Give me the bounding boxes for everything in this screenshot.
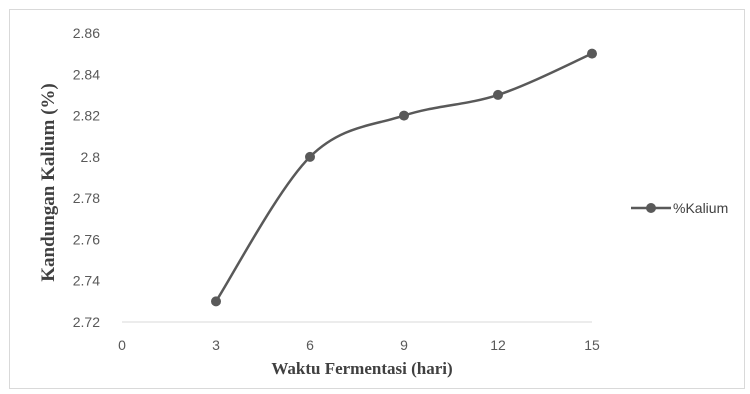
y-tick-label: 2.76: [73, 231, 100, 247]
x-tick-label: 0: [118, 337, 126, 353]
y-axis-tick-labels: 2.72 2.74 2.76 2.78 2.8 2.82 2.84 2.86: [73, 25, 100, 330]
y-axis-title: Kandungan Kalium (%): [38, 83, 59, 282]
y-tick-label: 2.86: [73, 25, 100, 41]
data-point: [399, 110, 409, 121]
y-tick-label: 2.72: [73, 314, 100, 330]
x-tick-label: 9: [400, 337, 408, 353]
series-layer: [211, 48, 597, 307]
data-point: [305, 151, 315, 162]
y-tick-label: 2.74: [73, 273, 100, 289]
x-tick-label: 12: [490, 337, 506, 353]
y-tick-label: 2.78: [73, 190, 100, 206]
data-point: [587, 48, 597, 59]
y-tick-label: 2.8: [81, 149, 101, 165]
y-tick-label: 2.82: [73, 108, 100, 124]
y-tick-label: 2.84: [73, 66, 100, 82]
x-axis-tick-labels: 0 3 6 9 12 15: [118, 337, 600, 353]
x-tick-label: 3: [212, 337, 220, 353]
data-point: [211, 296, 221, 307]
legend: %Kalium: [631, 200, 728, 216]
chart-area: [9, 9, 745, 389]
legend-label: %Kalium: [673, 200, 728, 216]
x-tick-label: 15: [584, 337, 600, 353]
data-point: [493, 89, 503, 100]
x-axis-title: Waktu Fermentasi (hari): [271, 359, 452, 378]
x-tick-label: 6: [306, 337, 314, 353]
series-line: [214, 52, 593, 303]
legend-marker: [646, 203, 656, 213]
